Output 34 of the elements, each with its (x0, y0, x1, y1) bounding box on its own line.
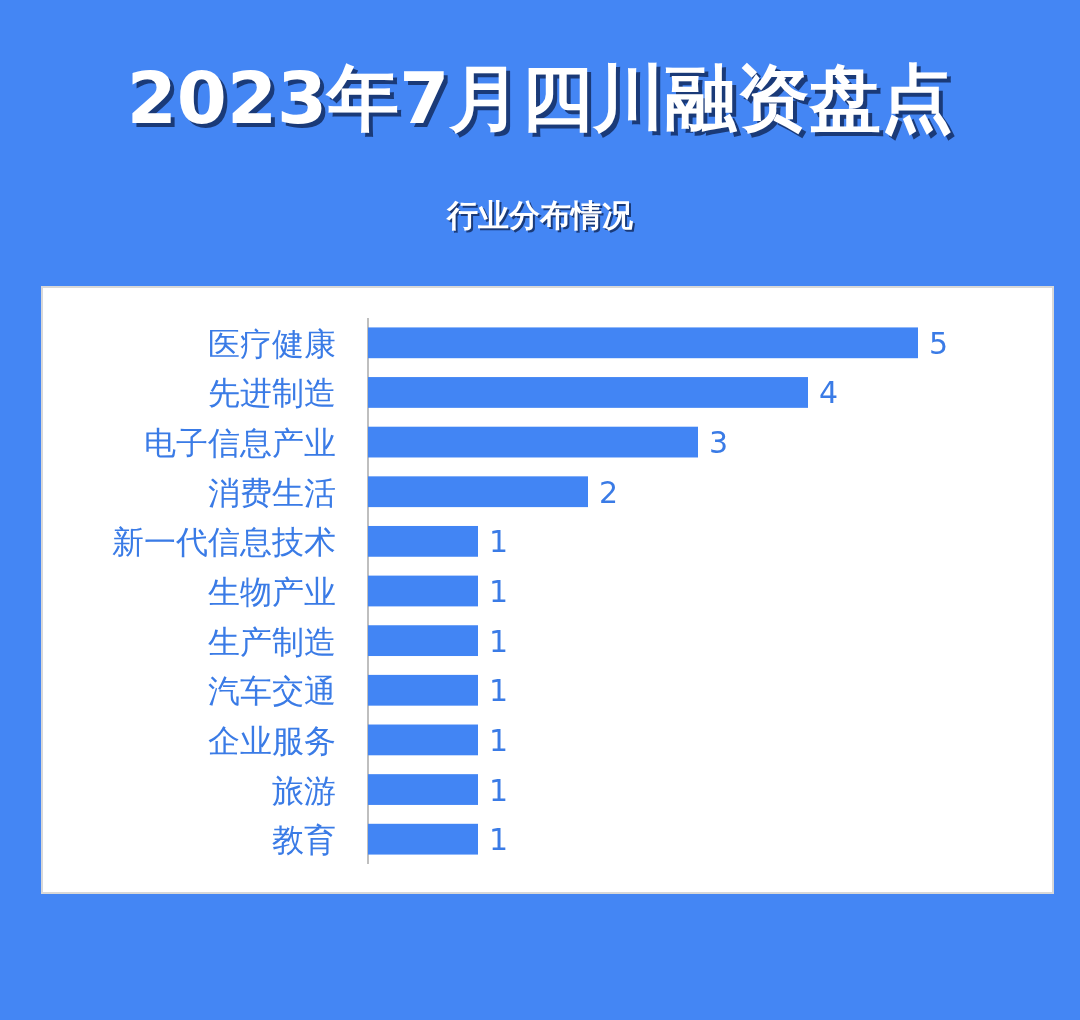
data-label: 1 (489, 722, 509, 758)
y-tick-label: 教育 (272, 821, 336, 860)
data-label: 1 (489, 623, 509, 659)
bar (368, 674, 478, 706)
data-label: 1 (489, 673, 509, 709)
data-label: 5 (929, 325, 949, 361)
bar (368, 625, 478, 657)
y-tick-label: 医疗健康 (208, 324, 336, 363)
y-tick-label: 企业服务 (208, 721, 336, 760)
data-label: 1 (489, 524, 509, 560)
bar (368, 774, 478, 805)
chart-subtitle: 行业分布情况 (448, 199, 636, 235)
y-tick-label: 消费生活 (208, 473, 336, 512)
y-tick-label: 旅游 (272, 771, 336, 810)
data-label: 2 (599, 474, 619, 510)
y-tick-label: 新一代信息技术 (112, 523, 336, 562)
bar (368, 426, 698, 458)
y-tick-label: 先进制造 (208, 374, 336, 413)
bar (368, 575, 478, 607)
data-label: 1 (489, 574, 509, 609)
data-label: 1 (489, 772, 509, 808)
bar (368, 724, 478, 756)
y-tick-label: 汽车交通 (208, 672, 336, 711)
data-label: 4 (819, 375, 839, 411)
data-label: 3 (709, 425, 729, 461)
bar (368, 327, 918, 359)
y-tick-label: 生产制造 (208, 622, 336, 661)
bar (368, 525, 478, 557)
bar (368, 476, 588, 508)
bar (368, 823, 478, 855)
y-tick-label: 生物产业 (208, 573, 336, 611)
bar (368, 377, 808, 408)
data-label: 1 (489, 822, 509, 858)
y-tick-label: 电子信息产业 (144, 424, 336, 463)
